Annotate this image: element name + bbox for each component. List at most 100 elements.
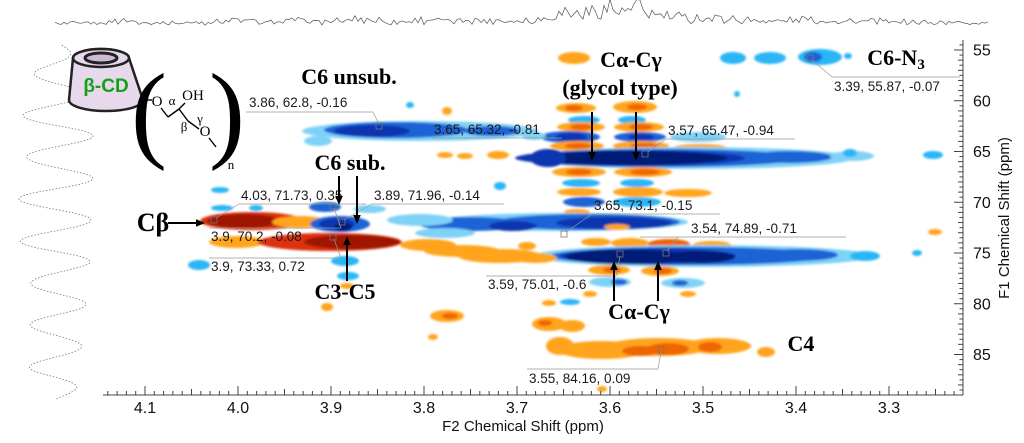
peak-label: 3.39, 55.87, -0.07 — [834, 79, 940, 94]
assignment-label: C4 — [788, 331, 815, 356]
peak-marker — [657, 346, 665, 354]
contour-blob — [211, 187, 229, 193]
peak-label: 4.03, 71.73, 0.35 — [241, 188, 342, 203]
atom-label: γ — [196, 111, 203, 126]
contour-blob — [354, 205, 386, 213]
contour-blob — [387, 214, 453, 226]
contour-blob — [415, 228, 475, 238]
c13-projection — [18, 44, 94, 400]
y-tick-label: 60 — [973, 93, 991, 110]
assignment-label: C6-N3 — [867, 45, 925, 73]
contour-blob — [622, 346, 658, 356]
contour-blob — [555, 133, 587, 141]
contour-blob — [670, 132, 726, 142]
contour-blob — [437, 152, 453, 158]
contour-blob — [211, 205, 233, 211]
contour-blob — [533, 151, 727, 165]
peak-marker — [560, 230, 568, 238]
peak-label: 3.65, 65.32, -0.81 — [434, 122, 540, 137]
contour-blob — [581, 238, 611, 246]
contour-blob — [457, 153, 473, 159]
y-tick-label: 70 — [973, 195, 991, 212]
contour-blob — [326, 237, 386, 247]
contour-blob — [748, 151, 832, 163]
peak-label: 3.9, 73.33, 0.72 — [211, 259, 305, 274]
atom-label: OH — [182, 88, 204, 104]
x-axis-title: F2 Chemical Shift (ppm) — [442, 418, 604, 435]
contour-blob — [340, 283, 354, 289]
contour-blob — [207, 214, 279, 228]
contour-blob — [630, 169, 660, 175]
contour-blob — [560, 299, 580, 305]
atom-label: O — [200, 124, 211, 140]
peak-leader-lines — [209, 54, 960, 370]
h1-projection — [54, 0, 989, 26]
assignment-label: C6 sub. — [315, 150, 386, 175]
peak-leader — [565, 213, 593, 233]
peak-leader — [811, 59, 833, 78]
contour-blob — [611, 238, 649, 248]
contour-blob — [334, 223, 352, 231]
cone-cavity — [83, 51, 119, 65]
peak-label: 3.54, 74.89, -0.71 — [691, 221, 797, 236]
contour-blob — [321, 303, 333, 311]
peak-label: 3.89, 71.96, -0.14 — [374, 188, 480, 203]
peak-label: 3.9, 70.2, -0.08 — [211, 229, 302, 244]
x-tick-label: 3.7 — [506, 400, 528, 417]
peak-marker — [329, 202, 337, 210]
contour-blob — [562, 179, 600, 187]
contour-blob — [566, 250, 690, 264]
bond — [160, 107, 169, 118]
contour-blob — [912, 250, 922, 256]
bond — [178, 102, 186, 110]
annotation-arrowhead — [632, 152, 640, 161]
bracket-close: ) — [209, 53, 245, 172]
contour-blob — [923, 151, 943, 159]
peak-leader — [657, 351, 662, 370]
contour-blob — [304, 136, 332, 146]
assignment-labels: C6 unsub. C6 sub. Cβ C3-C5 Cα-Cγ (glycol type… — [137, 45, 925, 356]
contour-blob — [758, 249, 838, 261]
assignment-label: Cα-Cγ — [608, 299, 670, 324]
assignment-label: C6 unsub. — [301, 64, 396, 89]
annotation-arrowhead — [343, 236, 351, 245]
peak-label: 3.55, 84.16, 0.09 — [529, 371, 630, 386]
annotation-arrowhead — [654, 261, 662, 270]
bond — [167, 108, 180, 118]
contour-blob — [843, 149, 857, 157]
contour-blob — [188, 260, 210, 270]
contour-blob — [558, 52, 590, 64]
peak-marker — [329, 233, 337, 241]
contour-blob — [513, 253, 557, 263]
contour-blob — [442, 107, 452, 115]
contour-blob — [565, 143, 591, 149]
contour-blob — [565, 105, 583, 111]
annotation-arrowhead — [353, 215, 361, 224]
assignment-label: C3-C5 — [314, 279, 375, 304]
contour-blob — [720, 52, 746, 64]
peak-label: 3.86, 62.8, -0.16 — [249, 95, 347, 110]
contour-blob — [489, 221, 537, 231]
left-projection-trace — [18, 44, 94, 400]
contour-blob — [627, 104, 647, 110]
contour-blob — [487, 151, 509, 159]
contour-blob — [628, 134, 654, 140]
annotation-arrows — [168, 112, 662, 301]
x-tick-label: 3.9 — [320, 400, 342, 417]
peak-marker — [375, 122, 383, 130]
x-tick-label: 3.4 — [785, 400, 807, 417]
peak-marker — [210, 216, 218, 224]
contour-blob — [672, 280, 688, 286]
x-tick-label: 3.6 — [599, 400, 621, 417]
peak-leader — [372, 111, 380, 125]
x-tick-label: 3.8 — [413, 400, 435, 417]
contour-blob — [754, 52, 786, 64]
contour-blob — [563, 197, 605, 207]
peak-marker — [806, 54, 814, 62]
contour-blob — [613, 187, 663, 197]
atom-label: α — [169, 93, 176, 108]
y-axis-title: F1 Chemical Shift (ppm) — [996, 137, 1013, 299]
